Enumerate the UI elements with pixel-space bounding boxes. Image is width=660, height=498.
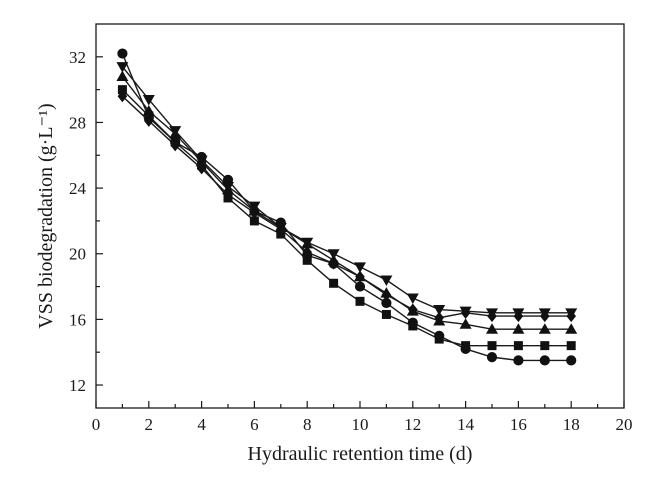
- y-tick-label: 32: [69, 48, 86, 67]
- point-diamond: [302, 246, 312, 259]
- point-triangle-down: [327, 249, 340, 260]
- y-tick-label: 28: [69, 113, 86, 132]
- y-tick-label: 20: [69, 245, 86, 264]
- point-diamond: [328, 257, 339, 270]
- point-diamond: [434, 311, 444, 324]
- x-tick-label: 10: [352, 415, 369, 434]
- axis-ticks: [95, 56, 625, 408]
- point-diamond: [144, 114, 154, 127]
- point-diamond: [117, 90, 128, 103]
- point-triangle-down: [116, 62, 129, 73]
- point-square: [540, 341, 550, 351]
- point-diamond: [196, 162, 207, 175]
- point-diamond: [223, 188, 233, 201]
- series-group: [116, 48, 578, 366]
- point-diamond: [276, 223, 286, 236]
- series-line: [121, 53, 572, 362]
- point-square: [566, 341, 576, 351]
- point-circle: [486, 352, 498, 363]
- point-circle: [381, 297, 392, 309]
- point-diamond: [566, 310, 576, 323]
- series-line: [121, 95, 572, 319]
- plot-frame: [95, 23, 625, 409]
- point-circle: [460, 343, 471, 355]
- point-triangle-down: [406, 293, 419, 305]
- point-square: [487, 341, 497, 351]
- x-tick-label: 18: [563, 415, 580, 434]
- point-triangle-down: [169, 126, 182, 137]
- point-square: [381, 309, 391, 319]
- series-square: [117, 85, 576, 351]
- point-triangle-up: [142, 104, 155, 116]
- point-triangle-down: [195, 155, 208, 167]
- x-tick-label: 2: [145, 415, 154, 434]
- x-tick-label: 20: [616, 415, 633, 434]
- point-diamond: [540, 310, 550, 323]
- series-circle: [117, 48, 577, 366]
- x-tick-label: 12: [404, 415, 421, 434]
- point-diamond: [513, 310, 524, 323]
- y-axis-title: VSS biodegradation (g·L⁻¹): [35, 103, 57, 328]
- point-square: [249, 216, 259, 226]
- point-triangle-down: [222, 181, 234, 193]
- x-tick-label: 6: [250, 415, 259, 434]
- point-diamond: [249, 206, 260, 219]
- y-tick-labels: 12 16 20 24 28 32: [69, 48, 87, 395]
- point-triangle-up: [512, 323, 525, 334]
- y-tick-label: 24: [69, 179, 87, 198]
- y-tick-label: 16: [69, 310, 86, 329]
- point-square: [117, 85, 127, 95]
- point-triangle-up: [538, 323, 551, 334]
- point-diamond: [170, 139, 180, 152]
- point-diamond: [381, 288, 392, 301]
- point-diamond: [487, 310, 497, 323]
- point-triangle-up: [486, 323, 498, 334]
- series-line: [121, 66, 572, 314]
- x-tick-label: 4: [197, 415, 206, 434]
- y-axis-title-text: VSS biodegradation (g·L⁻¹): [35, 103, 57, 328]
- x-tick-labels: 0 2 4 6 8 10 12 14 16 18 20: [92, 415, 633, 434]
- point-circle: [407, 317, 418, 328]
- point-triangle-down: [301, 237, 314, 249]
- series-diamond: [117, 90, 576, 324]
- series-triangle-up: [116, 70, 578, 334]
- point-circle: [434, 330, 445, 341]
- series-line: [121, 76, 572, 330]
- series-triangle-down: [116, 62, 578, 319]
- point-diamond: [460, 306, 471, 319]
- point-square: [329, 278, 339, 288]
- point-triangle-down: [380, 275, 393, 286]
- x-tick-label: 0: [92, 415, 101, 434]
- point-circle: [354, 281, 366, 292]
- point-triangle-up: [565, 323, 578, 334]
- x-tick-label: 8: [303, 415, 312, 434]
- point-triangle-down: [354, 262, 366, 273]
- x-axis-title: Hydraulic retention time (d): [248, 443, 473, 465]
- point-circle: [117, 48, 128, 59]
- x-tick-label: 14: [457, 415, 475, 434]
- point-triangle-down: [433, 305, 446, 316]
- point-square: [513, 341, 523, 351]
- point-circle: [513, 355, 524, 366]
- point-diamond: [355, 270, 365, 283]
- point-circle: [566, 355, 577, 366]
- point-circle: [539, 355, 550, 366]
- point-triangle-up: [116, 70, 129, 82]
- x-tick-label: 16: [510, 415, 527, 434]
- point-diamond: [408, 303, 418, 316]
- point-square: [355, 296, 365, 306]
- point-triangle-down: [142, 94, 155, 106]
- series-line: [121, 89, 572, 347]
- y-tick-label: 12: [69, 376, 86, 395]
- point-triangle-up: [459, 318, 472, 329]
